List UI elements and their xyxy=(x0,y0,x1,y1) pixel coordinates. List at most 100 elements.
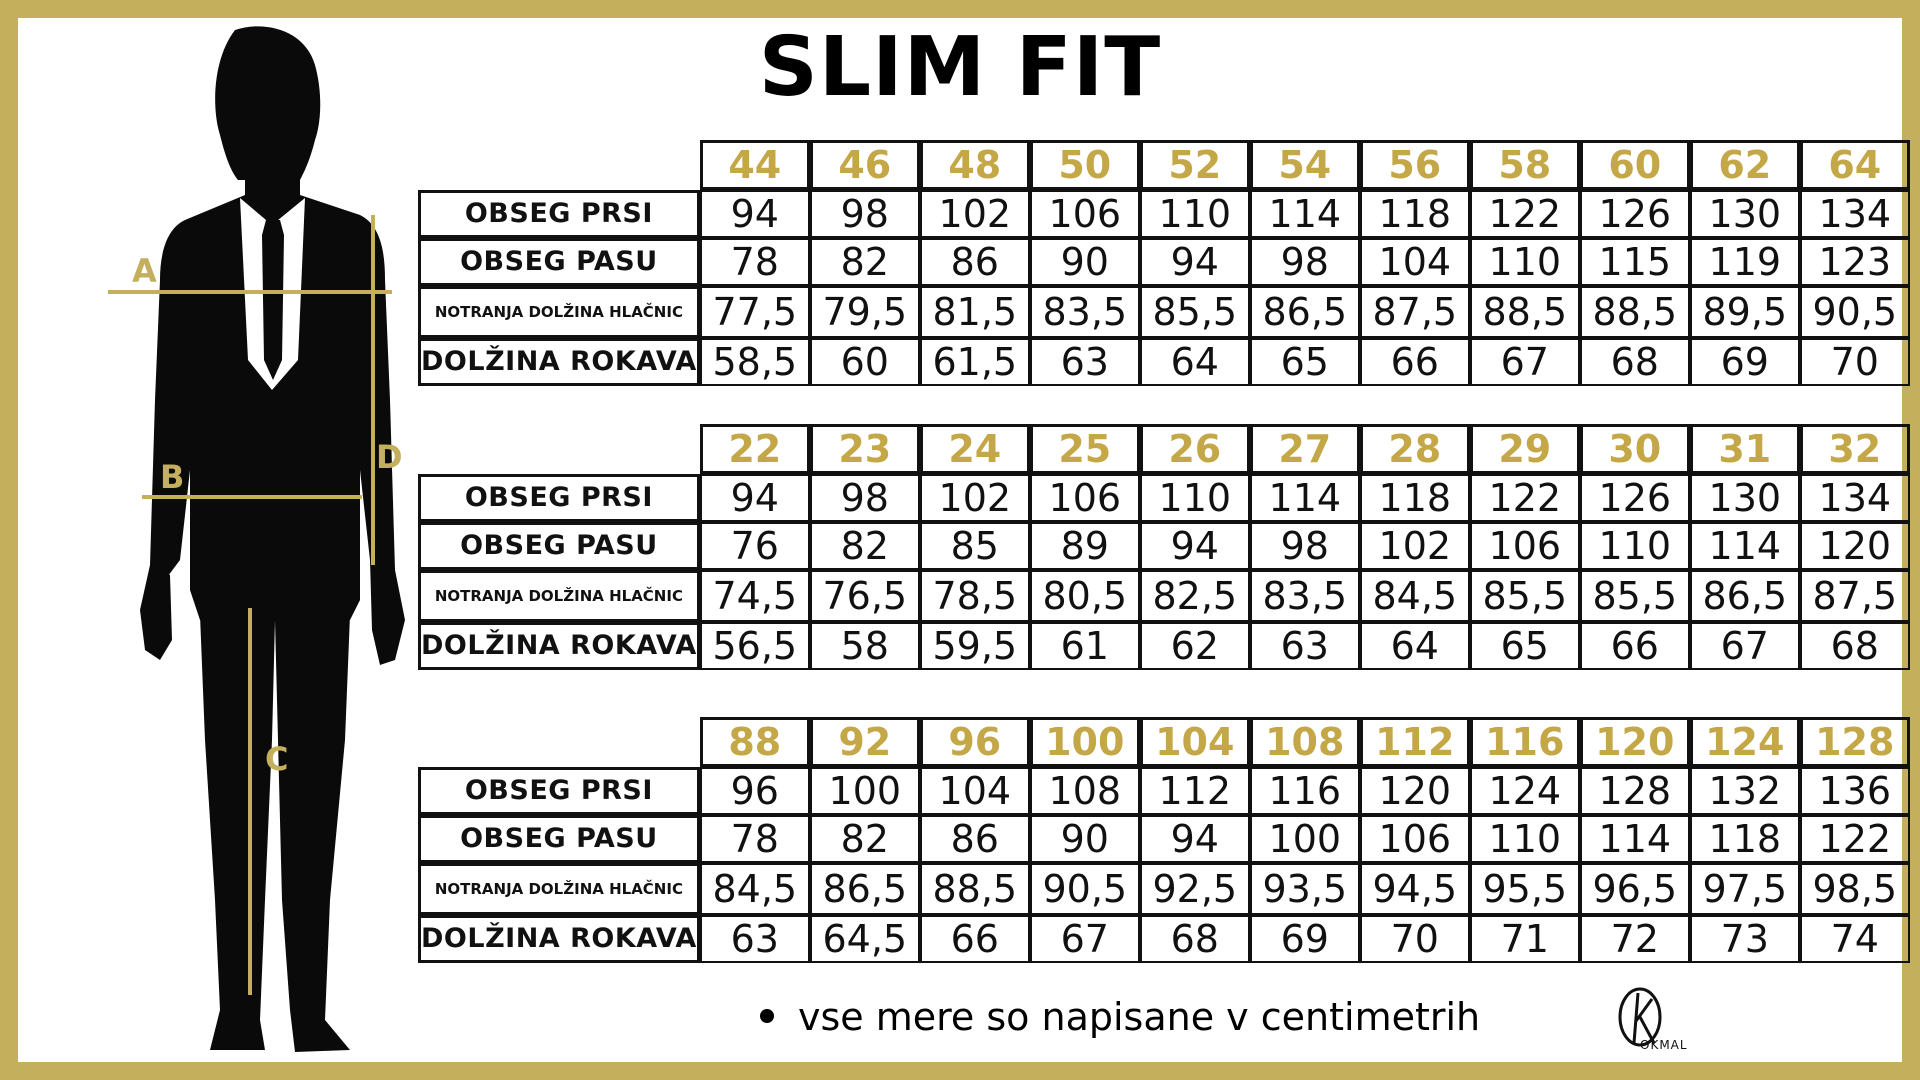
value-cell: 96 xyxy=(699,767,810,815)
value-cell: 73 xyxy=(1689,915,1800,963)
value-cell: 86 xyxy=(919,815,1030,863)
value-cell: 106 xyxy=(1359,815,1470,863)
tie xyxy=(262,220,284,380)
value-cell: 71 xyxy=(1469,915,1580,963)
value-cell: 106 xyxy=(1469,522,1580,570)
size-cell: 120 xyxy=(1579,717,1690,767)
size-cell: 30 xyxy=(1579,424,1690,474)
value-cell: 88,5 xyxy=(1469,286,1580,338)
value-cell: 136 xyxy=(1799,767,1910,815)
value-cell: 89,5 xyxy=(1689,286,1800,338)
value-cell: 78 xyxy=(699,238,810,286)
table-row: NOTRANJA DOLŽINA HLAČNIC 74,5 76,5 78,5 … xyxy=(418,570,1910,622)
bullet-icon xyxy=(760,1008,774,1023)
value-cell: 58 xyxy=(809,622,920,670)
value-cell: 85 xyxy=(919,522,1030,570)
row-label: DOLŽINA ROKAVA xyxy=(418,622,700,670)
value-cell: 63 xyxy=(1029,338,1140,386)
size-cell: 124 xyxy=(1689,717,1800,767)
value-cell: 98 xyxy=(809,190,920,238)
table-row: NOTRANJA DOLŽINA HLAČNIC 84,5 86,5 88,5 … xyxy=(418,863,1910,915)
value-cell: 59,5 xyxy=(919,622,1030,670)
value-cell: 76 xyxy=(699,522,810,570)
value-cell: 87,5 xyxy=(1799,570,1910,622)
row-label: OBSEG PASU xyxy=(418,238,700,286)
size-table-3: 88 92 96 100 104 108 112 116 120 124 128… xyxy=(418,717,1910,963)
value-cell: 63 xyxy=(1249,622,1360,670)
value-cell: 62 xyxy=(1139,622,1250,670)
value-cell: 89 xyxy=(1029,522,1140,570)
size-table-2: 22 23 24 25 26 27 28 29 30 31 32 OBSEG P… xyxy=(418,424,1910,670)
value-cell: 106 xyxy=(1029,190,1140,238)
size-cell: 58 xyxy=(1469,140,1580,190)
value-cell: 69 xyxy=(1249,915,1360,963)
table-row: NOTRANJA DOLŽINA HLAČNIC 77,5 79,5 81,5 … xyxy=(418,286,1910,338)
footer-note: vse mere so napisane v centimetrih xyxy=(760,995,1480,1039)
value-cell: 85,5 xyxy=(1139,286,1250,338)
value-cell: 98 xyxy=(1249,522,1360,570)
value-cell: 118 xyxy=(1359,190,1470,238)
value-cell: 106 xyxy=(1029,474,1140,522)
value-cell: 110 xyxy=(1139,474,1250,522)
value-cell: 108 xyxy=(1029,767,1140,815)
value-cell: 98 xyxy=(1249,238,1360,286)
value-cell: 82,5 xyxy=(1139,570,1250,622)
value-cell: 61 xyxy=(1029,622,1140,670)
table-row: DOLŽINA ROKAVA 63 64,5 66 67 68 69 70 71… xyxy=(418,915,1910,963)
size-cell: 64 xyxy=(1799,140,1910,190)
value-cell: 66 xyxy=(1359,338,1470,386)
table-row: OBSEG PASU 78 82 86 90 94 98 104 110 115… xyxy=(418,238,1910,286)
value-cell: 81,5 xyxy=(919,286,1030,338)
value-cell: 86 xyxy=(919,238,1030,286)
size-cell: 50 xyxy=(1029,140,1140,190)
value-cell: 58,5 xyxy=(699,338,810,386)
size-cell: 46 xyxy=(809,140,920,190)
value-cell: 85,5 xyxy=(1469,570,1580,622)
value-cell: 98 xyxy=(809,474,920,522)
row-label: OBSEG PASU xyxy=(418,522,700,570)
size-cell: 92 xyxy=(809,717,920,767)
row-label: OBSEG PRSI xyxy=(418,190,700,238)
row-label: DOLŽINA ROKAVA xyxy=(418,915,700,963)
size-cell: 29 xyxy=(1469,424,1580,474)
value-cell: 82 xyxy=(809,815,920,863)
table-row: OBSEG PRSI 94 98 102 106 110 114 118 122… xyxy=(418,190,1910,238)
value-cell: 86,5 xyxy=(809,863,920,915)
value-cell: 134 xyxy=(1799,190,1910,238)
row-label: OBSEG PASU xyxy=(418,815,700,863)
size-cell: 24 xyxy=(919,424,1030,474)
label-b: B xyxy=(160,458,184,496)
value-cell: 122 xyxy=(1469,190,1580,238)
table-row: OBSEG PRSI 94 98 102 106 110 114 118 122… xyxy=(418,474,1910,522)
value-cell: 85,5 xyxy=(1579,570,1690,622)
value-cell: 67 xyxy=(1029,915,1140,963)
value-cell: 120 xyxy=(1799,522,1910,570)
value-cell: 84,5 xyxy=(699,863,810,915)
value-cell: 64,5 xyxy=(809,915,920,963)
size-cell: 44 xyxy=(699,140,810,190)
logo-text: OKMAL xyxy=(1640,1038,1688,1052)
value-cell: 104 xyxy=(1359,238,1470,286)
value-cell: 65 xyxy=(1249,338,1360,386)
value-cell: 116 xyxy=(1249,767,1360,815)
value-cell: 94 xyxy=(699,474,810,522)
value-cell: 74 xyxy=(1799,915,1910,963)
value-cell: 87,5 xyxy=(1359,286,1470,338)
value-cell: 114 xyxy=(1249,474,1360,522)
row-label: NOTRANJA DOLŽINA HLAČNIC xyxy=(418,570,700,622)
value-cell: 126 xyxy=(1579,474,1690,522)
size-cell: 31 xyxy=(1689,424,1800,474)
value-cell: 69 xyxy=(1689,338,1800,386)
value-cell: 67 xyxy=(1469,338,1580,386)
value-cell: 70 xyxy=(1799,338,1910,386)
value-cell: 102 xyxy=(1359,522,1470,570)
value-cell: 126 xyxy=(1579,190,1690,238)
value-cell: 79,5 xyxy=(809,286,920,338)
table-row: DOLŽINA ROKAVA 58,5 60 61,5 63 64 65 66 … xyxy=(418,338,1910,386)
value-cell: 100 xyxy=(809,767,920,815)
value-cell: 95,5 xyxy=(1469,863,1580,915)
value-cell: 86,5 xyxy=(1689,570,1800,622)
value-cell: 94 xyxy=(1139,238,1250,286)
value-cell: 110 xyxy=(1469,238,1580,286)
size-cell: 32 xyxy=(1799,424,1910,474)
